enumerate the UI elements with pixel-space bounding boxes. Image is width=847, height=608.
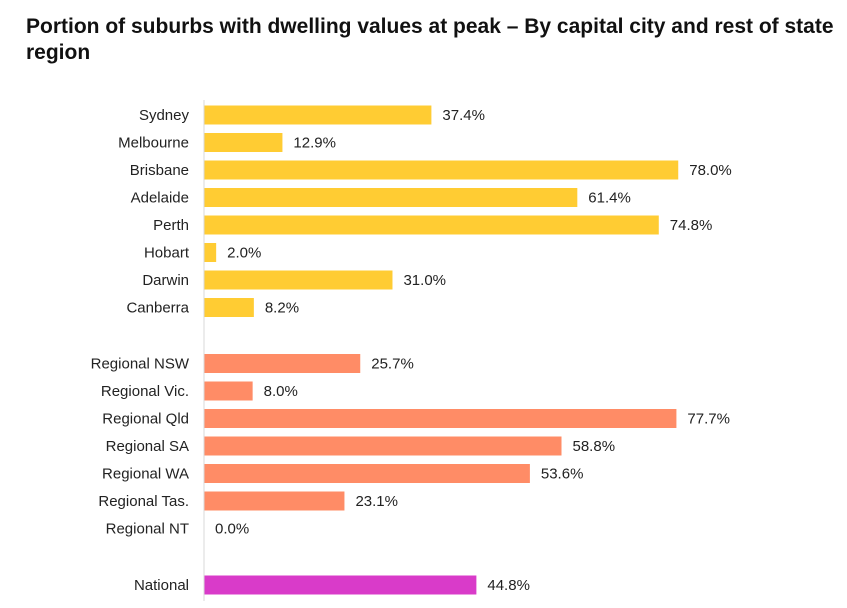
- value-label-sydney: 37.4%: [442, 107, 485, 124]
- value-label-hobart: 2.0%: [227, 245, 261, 262]
- bar-perth: [204, 215, 659, 235]
- category-label-regional-nt: Regional NT: [106, 521, 189, 538]
- category-label-darwin: Darwin: [142, 272, 189, 289]
- bar-hobart: [204, 243, 217, 262]
- category-label-melbourne: Melbourne: [118, 135, 189, 152]
- value-label-regional-sa: 58.8%: [573, 438, 616, 455]
- bar-national: [204, 575, 477, 595]
- category-label-regional-nsw: Regional NSW: [91, 356, 190, 373]
- value-label-regional-nsw: 25.7%: [371, 356, 414, 373]
- bar-melbourne: [204, 133, 283, 152]
- bar-regional-qld: [204, 409, 677, 428]
- category-label-brisbane: Brisbane: [130, 162, 189, 179]
- value-label-national: 44.8%: [487, 577, 530, 594]
- value-label-regional-tas: 23.1%: [355, 493, 398, 510]
- bar-brisbane: [204, 160, 679, 180]
- category-label-hobart: Hobart: [144, 245, 190, 262]
- bar-regional-sa: [204, 436, 562, 456]
- value-label-darwin: 31.0%: [403, 272, 446, 289]
- category-label-adelaide: Adelaide: [131, 190, 189, 207]
- category-label-canberra: Canberra: [126, 300, 189, 317]
- category-label-regional-wa: Regional WA: [102, 466, 189, 483]
- category-label-regional-vic: Regional Vic.: [101, 383, 189, 400]
- value-label-adelaide: 61.4%: [588, 190, 631, 207]
- value-label-brisbane: 78.0%: [689, 162, 732, 179]
- bar-canberra: [204, 298, 254, 317]
- value-label-regional-wa: 53.6%: [541, 466, 584, 483]
- value-label-regional-vic: 8.0%: [264, 383, 298, 400]
- value-label-regional-qld: 77.7%: [687, 411, 730, 428]
- category-label-national: National: [134, 577, 189, 594]
- category-label-sydney: Sydney: [139, 107, 190, 124]
- value-label-perth: 74.8%: [670, 217, 713, 234]
- bar-adelaide: [204, 188, 578, 207]
- category-label-regional-tas: Regional Tas.: [98, 493, 189, 510]
- value-label-melbourne: 12.9%: [293, 135, 336, 152]
- bars-layer: Sydney 37.4% Melbourne 12.9% Brisbane 78.0% Ad…: [91, 105, 732, 595]
- bar-darwin: [204, 270, 393, 290]
- category-label-regional-sa: Regional SA: [106, 438, 189, 455]
- bar-regional-vic: [204, 381, 253, 401]
- value-label-regional-nt: 0.0%: [215, 521, 249, 538]
- bar-sydney: [204, 105, 432, 125]
- category-label-perth: Perth: [153, 217, 189, 234]
- bar-regional-tas: [204, 491, 345, 511]
- category-label-regional-qld: Regional Qld: [102, 411, 189, 428]
- bar-regional-wa: [204, 464, 530, 483]
- bar-regional-nsw: [204, 354, 361, 373]
- value-label-canberra: 8.2%: [265, 300, 299, 317]
- chart-title: Portion of suburbs with dwelling values …: [26, 15, 834, 64]
